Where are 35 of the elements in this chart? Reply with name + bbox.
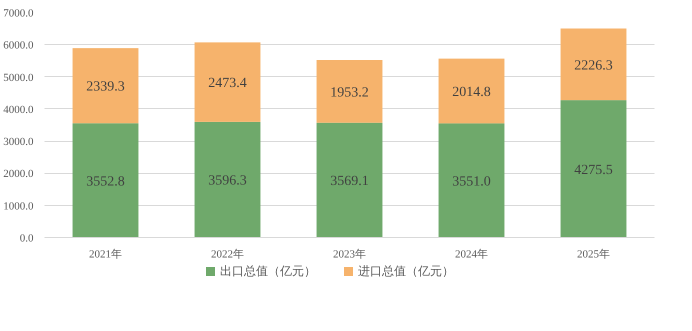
y-tick-label: 5000.0 <box>3 72 34 84</box>
bar <box>316 60 382 123</box>
bar <box>560 28 626 100</box>
legend-label: 出口总值（亿元） <box>220 263 316 280</box>
data-label: 3596.3 <box>208 174 247 189</box>
x-tick-label: 2022年 <box>211 248 244 260</box>
data-label: 3551.0 <box>452 174 491 190</box>
y-tick-label: 4000.0 <box>3 104 34 116</box>
data-label: 2339.3 <box>86 80 125 95</box>
data-label: 2014.8 <box>452 84 491 100</box>
bar <box>194 122 260 238</box>
x-tick-label: 2021年 <box>89 248 122 260</box>
y-tick-label: 6000.0 <box>3 40 34 52</box>
y-tick-label: 1000.0 <box>3 200 34 212</box>
bar <box>438 58 504 124</box>
data-label: 1953.2 <box>330 85 369 100</box>
bar <box>194 42 260 122</box>
y-tick-label: 2000.0 <box>3 168 34 180</box>
x-tick-label: 2023年 <box>333 248 366 260</box>
data-label: 4275.5 <box>574 162 613 178</box>
legend-label: 进口总值（亿元） <box>358 263 454 280</box>
x-tick-label: 2024年 <box>455 248 488 260</box>
y-tick-label: 0.0 <box>20 232 34 244</box>
data-label: 2473.4 <box>208 76 247 92</box>
bar <box>316 122 382 238</box>
y-tick-label: 7000.0 <box>3 8 34 20</box>
bar <box>72 123 138 238</box>
bar <box>560 100 626 238</box>
data-label: 3569.1 <box>330 174 369 190</box>
bar <box>72 48 138 124</box>
data-label: 2226.3 <box>574 58 613 74</box>
data-label: 3552.8 <box>86 174 125 190</box>
x-tick-label: 2025年 <box>577 248 610 260</box>
bar <box>438 123 504 238</box>
y-tick-label: 3000.0 <box>3 136 34 148</box>
